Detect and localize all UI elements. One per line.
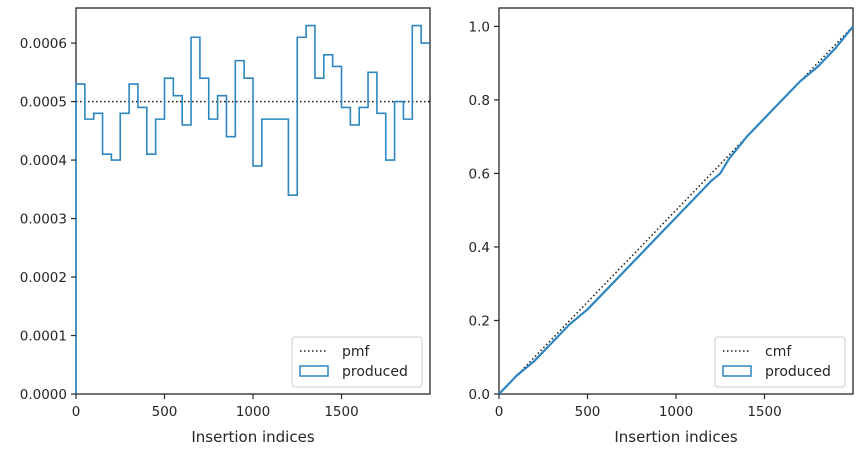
legend-box: [291, 336, 423, 388]
legend-produced-patch: [722, 365, 752, 377]
y-tick-label: 0.0004: [20, 153, 67, 169]
x-tick-label: 0: [72, 404, 81, 420]
chart-cmf: 0.0 0.2 0.4 0.6 0.8 1.0 0 500 1000 1500 Insertio…: [469, 7, 854, 446]
legend-box: [714, 336, 846, 388]
legend-produced-label: produced: [765, 364, 831, 380]
chart-pmf: 0.0000 0.0001 0.0002 0.0003 0.0004 0.0005 0.00…: [20, 7, 431, 446]
y-tick-label: 1.0: [469, 19, 490, 35]
y-axis-left: 0.0000 0.0001 0.0002 0.0003 0.0004 0.0005 0.00…: [20, 36, 76, 403]
y-tick-label: 0.6: [469, 166, 490, 182]
y-axis-right: 0.0 0.2 0.4 0.6 0.8 1.0: [469, 19, 499, 403]
x-axis-label-right: Insertion indices: [614, 428, 737, 446]
y-tick-label: 0.0002: [20, 270, 67, 286]
x-axis-right: 0 500 1000 1500: [495, 394, 782, 420]
plot-frame-right: [498, 7, 854, 395]
y-tick-label: 0.0003: [20, 212, 67, 228]
x-tick-label: 1500: [324, 404, 358, 420]
legend-produced-patch: [299, 365, 329, 377]
x-tick-label: 1500: [747, 404, 781, 420]
y-tick-label: 0.2: [469, 313, 490, 329]
plot-area-right: [498, 25, 854, 395]
x-tick-label: 0: [495, 404, 504, 420]
y-tick-label: 0.0: [469, 387, 490, 403]
y-tick-label: 0.0000: [20, 387, 67, 403]
x-tick-label: 500: [575, 404, 601, 420]
plot-area-left: [75, 24, 430, 394]
y-tick-label: 0.8: [469, 93, 490, 109]
legend-cmf-label: cmf: [765, 344, 792, 360]
x-axis-left: 0 500 1000 1500: [72, 394, 359, 420]
x-tick-label: 500: [152, 404, 178, 420]
x-tick-label: 1000: [659, 404, 693, 420]
legend-left: pmf produced: [291, 336, 423, 388]
y-tick-label: 0.0006: [20, 36, 67, 52]
x-axis-label-left: Insertion indices: [191, 428, 314, 446]
legend-right: cmf produced: [714, 336, 846, 388]
produced-cumulative-series: [498, 25, 854, 395]
legend-pmf-label: pmf: [342, 344, 371, 360]
x-tick-label: 1000: [236, 404, 270, 420]
y-tick-label: 0.0001: [20, 329, 67, 345]
y-tick-label: 0.4: [469, 240, 490, 256]
produced-step-series: [75, 24, 430, 394]
legend-produced-label: produced: [342, 364, 408, 380]
y-tick-label: 0.0005: [20, 95, 67, 111]
plot-frame-left: [75, 7, 431, 395]
